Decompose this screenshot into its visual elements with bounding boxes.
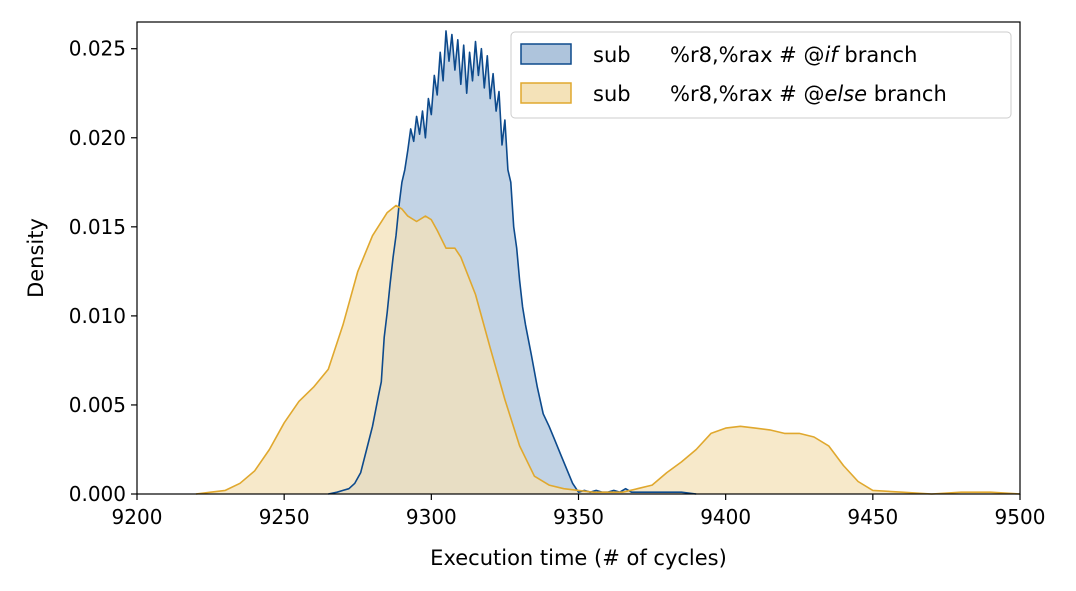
legend-box <box>510 31 1012 119</box>
series-area-1 <box>195 205 1020 494</box>
x-tick-label: 9200 <box>112 505 163 529</box>
legend-swatch-1 <box>520 82 572 104</box>
legend-label-part: %r8,%rax # @ <box>670 43 824 67</box>
x-tick-label: 9350 <box>553 505 604 529</box>
series-line-1 <box>195 204 1021 495</box>
legend-label-part: if <box>824 43 841 67</box>
legend-label-0: sub %r8,%rax # @if branch <box>593 43 917 67</box>
y-tick-label: 0.005 <box>69 393 126 417</box>
legend-label-part: sub <box>593 82 631 106</box>
legend-label-1: sub %r8,%rax # @else branch <box>593 82 947 106</box>
y-tick-label: 0.020 <box>69 126 126 150</box>
legend-swatch-0 <box>520 43 572 65</box>
x-tick-label: 9300 <box>406 505 457 529</box>
y-axis-label: Density <box>24 218 48 298</box>
x-axis-label: Execution time (# of cycles) <box>430 546 727 570</box>
y-tick-label: 0.015 <box>69 215 126 239</box>
x-tick-label: 9450 <box>847 505 898 529</box>
legend-label-part: else <box>824 82 867 106</box>
y-tick-label: 0.025 <box>69 37 126 61</box>
legend: sub %r8,%rax # @if branch sub %r8,%rax # @e… <box>510 31 1012 119</box>
legend-label-part: branch <box>838 43 918 67</box>
y-tick-label: 0.000 <box>69 482 126 506</box>
x-tick-label: 9250 <box>259 505 310 529</box>
legend-label-part: branch <box>867 82 947 106</box>
y-tick-label: 0.010 <box>69 304 126 328</box>
legend-label-part: sub <box>593 43 631 67</box>
legend-label-part: %r8,%rax # @ <box>670 82 824 106</box>
x-tick-label: 9400 <box>700 505 751 529</box>
x-tick-label: 9500 <box>995 505 1046 529</box>
plot-area <box>195 30 1021 495</box>
axes: 9200 9250 9300 9350 9400 9450 9500 0.000 0.005 0.… <box>69 21 1046 529</box>
